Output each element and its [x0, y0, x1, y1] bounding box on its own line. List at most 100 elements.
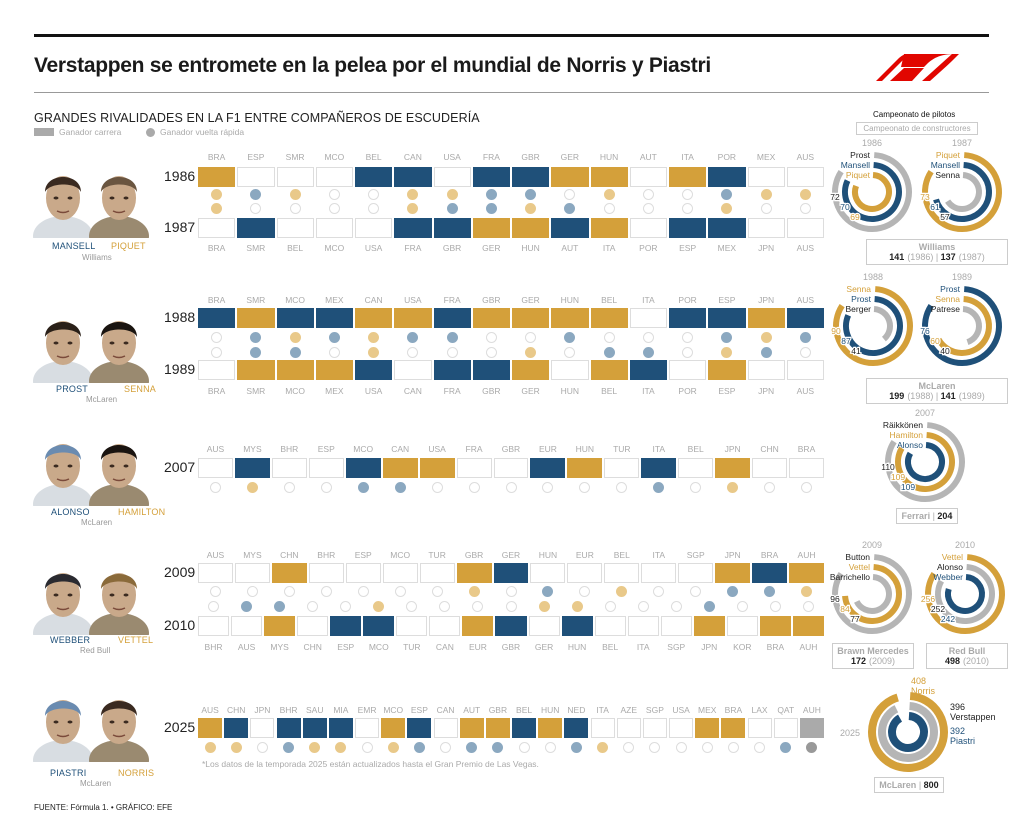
ring-arc: [873, 306, 893, 342]
race-result-cell: [394, 360, 432, 380]
constructor-points-row: 141 (1986) | 137 (1987): [871, 252, 1003, 262]
constructor-year: (2009): [869, 656, 896, 666]
constructors-championship-header: Campeonato de constructores: [856, 122, 978, 135]
constructor-year: (1986): [907, 252, 934, 262]
race-label: CAN: [403, 152, 422, 162]
fastest-lap-dot: [283, 481, 295, 493]
race-label: ITA: [602, 243, 616, 253]
race-result-cell: [551, 360, 589, 380]
fastest-lap-dot: [802, 600, 814, 612]
ring-points: 84: [840, 604, 850, 614]
race-label: MYS: [270, 642, 289, 652]
fastest-lap-dot: [446, 202, 458, 214]
race-label: MCO: [285, 386, 306, 396]
race-label: BEL: [601, 386, 618, 396]
race-label: GBR: [501, 444, 521, 454]
race-result-cell: [276, 308, 314, 328]
constructor-points: 800: [923, 780, 939, 790]
race-result-cell: [708, 218, 746, 238]
fastest-lap-dot: [289, 202, 301, 214]
race-result-cell: [472, 218, 510, 238]
race-result-cell: [551, 167, 589, 187]
race-label: BRA: [207, 295, 226, 305]
race-label: AUT: [639, 152, 657, 162]
race-label: MEX: [325, 386, 344, 396]
ring-driver-label: Button: [845, 552, 870, 562]
fastest-lap-dot: [564, 188, 576, 200]
race-result-cell: [198, 218, 236, 238]
fastest-lap-dot: [542, 481, 554, 493]
race-result-cell: [747, 308, 785, 328]
race-result-cell: [669, 360, 707, 380]
team-name: Red Bull: [80, 646, 111, 655]
fastest-lap-dot: [525, 188, 537, 200]
driver-photo: [89, 321, 149, 383]
race-label: HUN: [538, 550, 558, 560]
race-result-cell: [512, 167, 550, 187]
race-label: SGP: [686, 550, 705, 560]
fastest-lap-dot: [564, 346, 576, 358]
race-label: EUR: [538, 444, 557, 454]
race-result-cell: [419, 563, 455, 583]
fastest-lap-dot: [320, 481, 332, 493]
ring-arc: [888, 712, 928, 752]
ring-arc: [842, 162, 902, 222]
race-result-cell: [747, 167, 785, 187]
race-result-cell: [786, 360, 824, 380]
ring-driver-label: Webber: [933, 572, 963, 582]
fastest-lap-dot: [468, 481, 480, 493]
ring-arc: [935, 296, 992, 356]
fastest-lap-dot: [492, 741, 504, 753]
ring-points: 256: [921, 594, 935, 604]
race-result-cell: [396, 616, 428, 636]
constructor-team: Red Bull: [948, 646, 986, 656]
race-result-cell: [345, 563, 381, 583]
race-label: AUH: [799, 642, 818, 652]
race-result-cell: [786, 167, 824, 187]
race-result-cell: [355, 308, 393, 328]
ring-points: 252: [931, 604, 945, 614]
race-label: SMR: [246, 386, 266, 396]
fastest-lap-dot: [446, 188, 458, 200]
race-label: MCO: [285, 295, 306, 305]
race-result-cell: [198, 167, 236, 187]
fastest-lap-dot: [309, 741, 321, 753]
fastest-lap-dot: [727, 585, 739, 597]
driver-photo: [33, 321, 93, 383]
fastest-lap-dot: [320, 585, 332, 597]
ring-driver-label: Piquet: [936, 150, 961, 160]
race-label: ITA: [681, 152, 694, 162]
fastest-lap-dot: [760, 188, 772, 200]
fastest-lap-dot: [328, 188, 340, 200]
ring-driver-label: Prost: [850, 150, 870, 160]
ring-driver-label: Prost: [940, 284, 960, 294]
race-result-cell: [530, 563, 566, 583]
fastest-lap-dot: [431, 585, 443, 597]
fastest-lap-dot: [485, 346, 497, 358]
fastest-lap-dot: [208, 600, 220, 612]
ring-driver-label: Patrese: [931, 304, 961, 314]
ring-driver-label: Vettel: [849, 562, 870, 572]
race-result-cell: [234, 458, 270, 478]
race-label: TUR: [403, 642, 421, 652]
ring-arc: [962, 306, 982, 345]
race-result-cell: [276, 167, 314, 187]
race-label: HUN: [541, 705, 560, 715]
race-result-cell: [669, 218, 707, 238]
fastest-lap-dot: [211, 331, 223, 343]
race-result-cell: [799, 718, 824, 738]
race-result-cell: [459, 718, 484, 738]
race-label: MCO: [324, 152, 345, 162]
race-label: HUN: [560, 386, 580, 396]
ring-arc: [922, 152, 1002, 232]
fastest-lap-dot: [250, 331, 262, 343]
ring-points: 90: [831, 326, 841, 336]
fastest-lap-dot: [446, 331, 458, 343]
season-year: 2010: [164, 617, 196, 633]
race-label: MEX: [717, 243, 737, 253]
race-label: CAN: [403, 386, 422, 396]
fastest-lap-dot: [357, 585, 369, 597]
race-label: AUS: [796, 152, 815, 162]
race-result-cell: [708, 360, 746, 380]
race-result-cell: [276, 718, 301, 738]
